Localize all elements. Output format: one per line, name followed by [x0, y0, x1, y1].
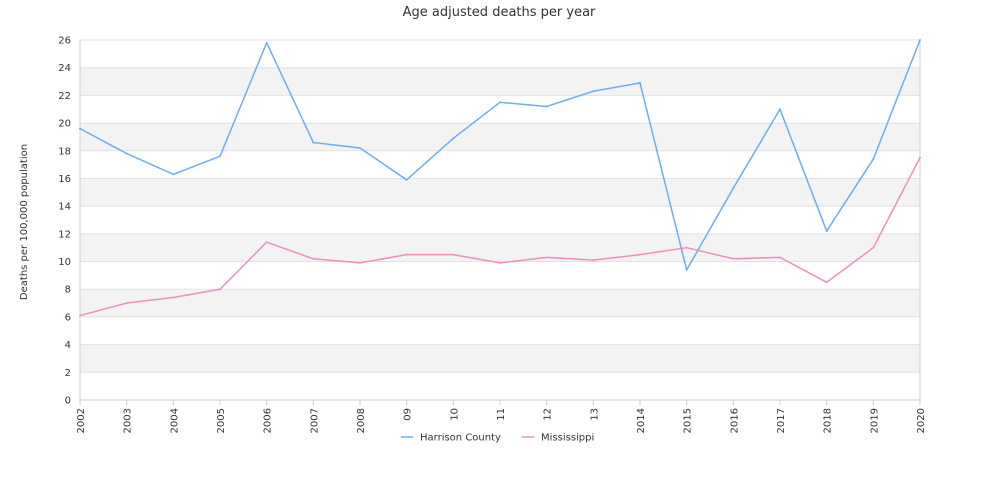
data-point-mississippi [872, 246, 875, 249]
y-tick-label: 8 [65, 285, 71, 296]
y-tick-label: 22 [58, 91, 71, 102]
x-tick-label: 2017 [776, 408, 787, 433]
series-layer [79, 39, 921, 317]
grid-band [80, 233, 920, 262]
grid-band [80, 178, 920, 207]
data-point-mississippi [545, 256, 548, 259]
data-point-harrison-county [219, 155, 221, 158]
y-tick-label: 2 [65, 368, 71, 379]
grid-bands [80, 40, 920, 400]
data-point-mississippi [685, 246, 688, 249]
grid-band [80, 95, 920, 124]
y-tick-label: 4 [65, 340, 71, 351]
grid-band [80, 344, 920, 373]
x-tick-label: 2008 [356, 408, 367, 433]
data-point-harrison-county [732, 187, 735, 190]
x-tick-label: 2016 [729, 408, 740, 433]
data-point-mississippi [779, 256, 781, 259]
x-tick-label: 2018 [823, 408, 834, 433]
y-tick-label: 14 [58, 202, 71, 213]
y-tick-label: 18 [58, 146, 71, 157]
grid-band [80, 40, 920, 68]
data-point-harrison-county [125, 152, 128, 155]
data-point-mississippi [359, 261, 361, 264]
y-tick-label: 6 [65, 312, 71, 323]
y-tick-label: 12 [58, 229, 71, 240]
x-tick-label: 2020 [916, 408, 927, 433]
x-tick-label: 11 [496, 408, 507, 421]
grid-band [80, 289, 920, 317]
data-point-harrison-county [265, 41, 268, 44]
data-point-harrison-county [592, 90, 595, 93]
data-point-harrison-county [452, 137, 455, 140]
data-point-mississippi [499, 261, 501, 264]
data-point-harrison-county [79, 127, 81, 130]
data-point-harrison-county [312, 141, 315, 144]
grid-band [80, 123, 920, 151]
data-point-mississippi [312, 257, 315, 260]
data-point-harrison-county [405, 178, 408, 181]
grid-band [80, 150, 920, 179]
data-point-harrison-county [545, 105, 548, 108]
x-tick-label: 09 [403, 408, 414, 421]
x-tick-label: 2014 [636, 408, 647, 433]
x-tick-label: 12 [543, 408, 554, 421]
data-point-mississippi [592, 259, 595, 262]
legend-label-mississippi: Mississippi [541, 433, 594, 444]
data-point-harrison-county [919, 39, 921, 41]
x-tick-label: 2019 [869, 408, 880, 433]
data-point-harrison-county [872, 158, 875, 161]
x-tick-label: 2002 [76, 408, 87, 433]
legend: Harrison County Mississippi [401, 433, 594, 444]
data-point-mississippi [452, 253, 455, 256]
x-tick-label: 2006 [263, 408, 274, 433]
x-tick-label: 2015 [683, 408, 694, 433]
data-point-mississippi [125, 302, 128, 305]
data-point-mississippi [919, 156, 921, 159]
chart-title: Age adjusted deaths per year [403, 5, 596, 20]
grid-band [80, 372, 920, 400]
data-point-mississippi [639, 253, 641, 256]
y-tick-label: 10 [58, 257, 71, 268]
data-point-mississippi [405, 253, 408, 256]
data-point-mississippi [79, 314, 81, 317]
grid-band [80, 261, 920, 290]
y-tick-label: 20 [58, 119, 71, 130]
data-point-harrison-county [825, 230, 828, 233]
x-tick-label: 10 [449, 408, 460, 421]
data-point-harrison-county [172, 173, 175, 176]
data-point-mississippi [219, 288, 221, 291]
grid-band [80, 206, 920, 234]
data-point-harrison-county [359, 147, 361, 149]
y-tick-label: 0 [65, 396, 71, 407]
data-point-harrison-county [779, 108, 781, 111]
y-tick-label: 26 [58, 36, 71, 47]
x-tick-label: 2007 [309, 408, 320, 433]
y-axis-label: Deaths per 100,000 population [19, 144, 30, 300]
axes [79, 40, 921, 405]
y-tick-label: 24 [58, 63, 71, 74]
data-point-mississippi [732, 257, 735, 260]
data-point-harrison-county [499, 101, 501, 104]
grid-band [80, 316, 920, 345]
x-tick-label: 13 [589, 408, 600, 421]
data-point-mississippi [172, 296, 175, 299]
y-tick-label: 16 [58, 174, 71, 185]
grid-band [80, 67, 920, 96]
legend-label-harrison-county: Harrison County [420, 433, 501, 444]
data-point-mississippi [825, 281, 828, 284]
data-point-harrison-county [639, 81, 641, 84]
x-tick-label: 2003 [123, 408, 134, 433]
data-point-harrison-county [685, 268, 688, 271]
x-tick-labels: 2002 2003 2004 2005 2006 2007 2008 09 10 11 12 13 20… [76, 408, 927, 433]
data-point-mississippi [265, 241, 268, 244]
x-tick-label: 2005 [216, 408, 227, 433]
x-tick-label: 2004 [169, 408, 180, 433]
